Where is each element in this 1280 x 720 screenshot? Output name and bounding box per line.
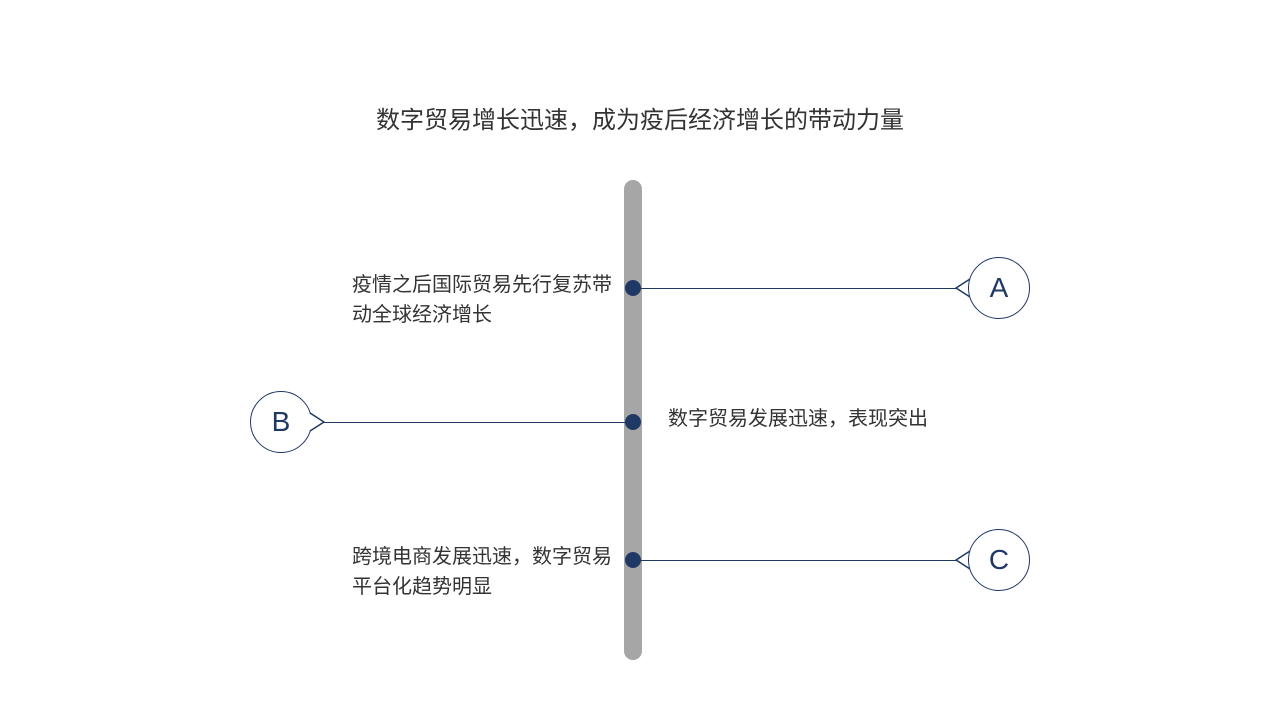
bubble-b: B	[250, 391, 312, 453]
dot-a	[625, 280, 641, 296]
diagram-title: 数字贸易增长迅速，成为疫后经济增长的带动力量	[376, 100, 904, 135]
text-b: 数字贸易发展迅速，表现突出	[668, 404, 928, 434]
bubble-a: A	[968, 257, 1030, 319]
connector-a	[641, 288, 960, 289]
dot-b	[625, 414, 641, 430]
dot-c	[625, 552, 641, 568]
bubble-c: C	[968, 529, 1030, 591]
connector-c	[641, 560, 960, 561]
bubble-b-tail	[308, 413, 324, 431]
connector-b	[312, 422, 625, 423]
text-c: 跨境电商发展迅速，数字贸易平台化趋势明显	[352, 542, 612, 602]
text-a: 疫情之后国际贸易先行复苏带动全球经济增长	[352, 270, 612, 330]
